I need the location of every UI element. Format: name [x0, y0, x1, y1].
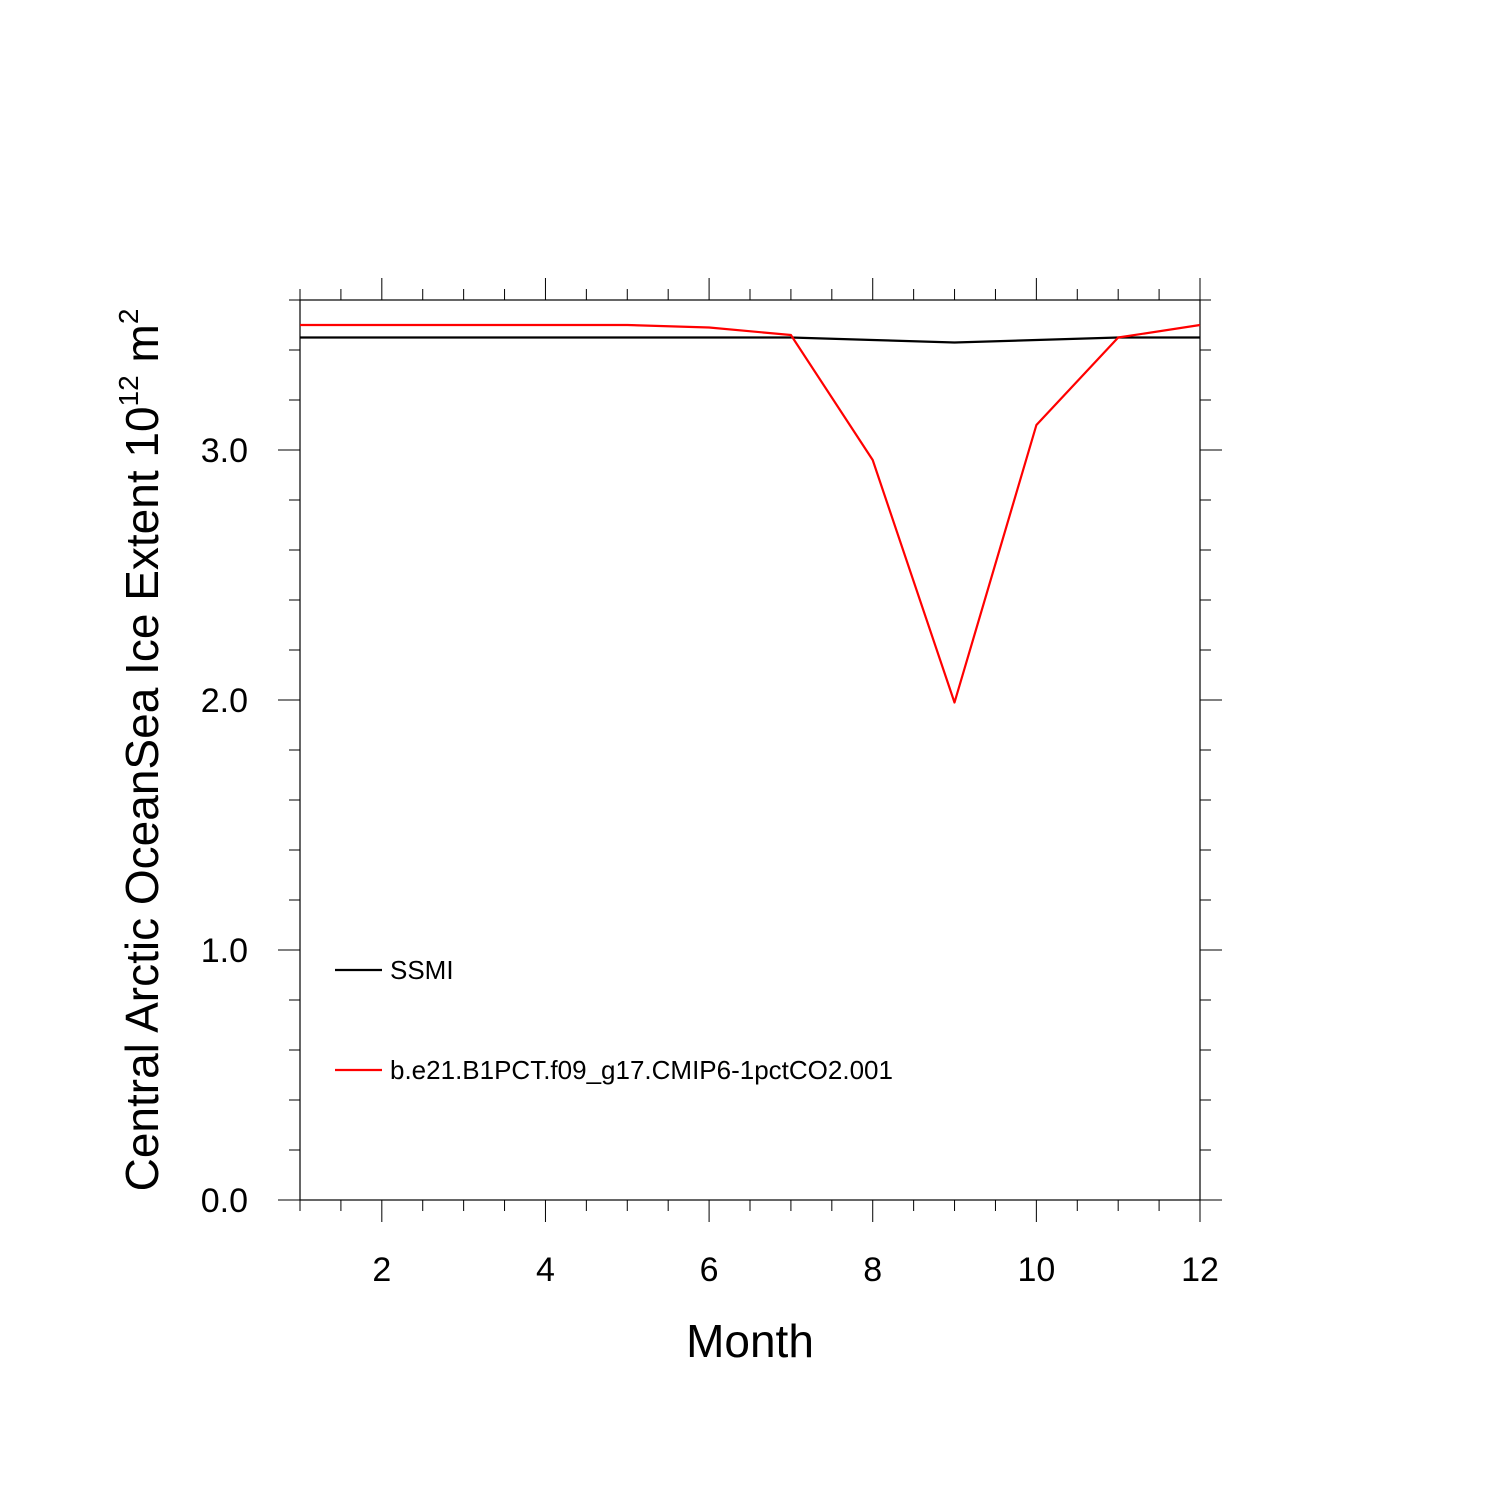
x-axis-title: Month [686, 1315, 814, 1367]
x-tick-label: 8 [863, 1251, 882, 1289]
legend-label-1: SSMI [390, 955, 454, 985]
series-line-1 [300, 336, 1200, 344]
legend-label-2: b.e21.B1PCT.f09_g17.CMIP6-1pctCO2.001 [390, 1055, 893, 1085]
y-tick-label: 1.0 [201, 932, 248, 970]
series-lines [300, 323, 1201, 704]
axes: 2 4 6 8 10 12 0.0 1.0 2.0 3.0 [201, 278, 1222, 1289]
x-tick-label: 12 [1181, 1251, 1219, 1289]
y-tick-label: 3.0 [201, 432, 248, 470]
x-tick-label: 2 [372, 1251, 391, 1289]
y-axis-title: Central Arctic OceanSea Ice Extent 1012 … [113, 309, 168, 1192]
x-tick-label: 4 [536, 1251, 555, 1289]
legend: SSMI b.e21.B1PCT.f09_g17.CMIP6-1pctCO2.00… [335, 955, 893, 1085]
x-tick-label: 10 [1017, 1251, 1055, 1289]
y-tick-label: 0.0 [201, 1182, 248, 1220]
y-axis-title-unit: m [116, 324, 168, 375]
x-tick-label: 6 [700, 1251, 719, 1289]
y-tick-label: 2.0 [201, 682, 248, 720]
series-line-2 [300, 323, 1201, 704]
y-axis-title-main: Central Arctic OceanSea Ice Extent 10 [116, 406, 168, 1191]
y-axis-title-unit-exponent: 2 [113, 309, 144, 325]
y-axis-title-exponent: 12 [113, 375, 144, 406]
